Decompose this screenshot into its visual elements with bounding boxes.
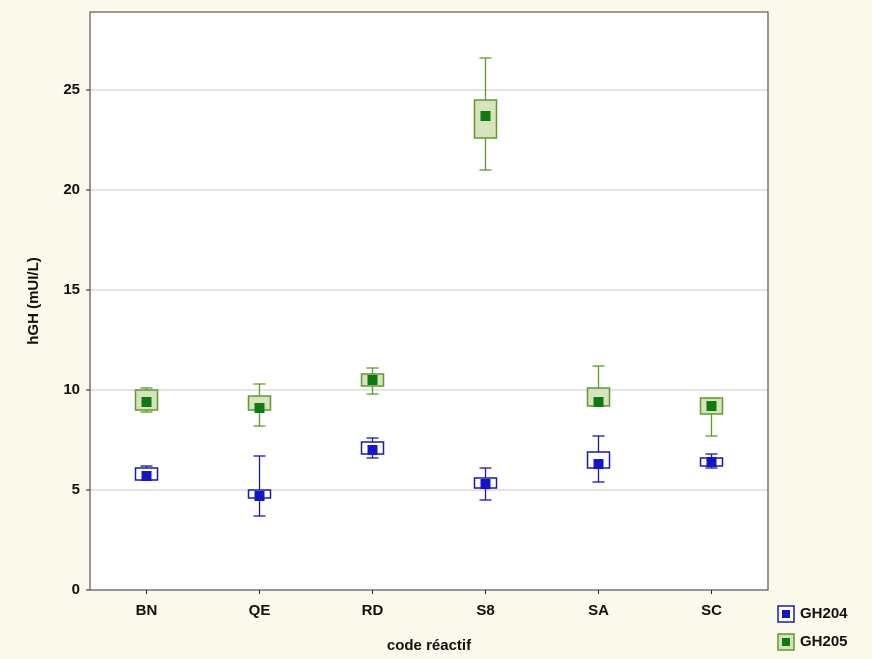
median-point	[706, 457, 717, 467]
median-point	[480, 111, 491, 121]
median-point	[706, 401, 717, 411]
median-point	[593, 397, 604, 407]
legend-label: GH204	[800, 605, 848, 622]
y-tick-label: 15	[63, 281, 80, 298]
y-axis-label: hGH (mUI/L)	[25, 257, 42, 345]
median-point	[141, 397, 152, 407]
x-tick-label: QE	[249, 602, 271, 619]
legend-point	[782, 638, 790, 646]
x-tick-label: SC	[701, 602, 722, 619]
median-point	[254, 403, 265, 413]
median-point	[593, 459, 604, 469]
y-tick-label: 20	[63, 181, 80, 198]
median-point	[367, 445, 378, 455]
legend-label: GH205	[800, 633, 848, 650]
median-point	[480, 479, 491, 489]
y-tick-label: 10	[63, 381, 80, 398]
plot-area	[90, 12, 768, 590]
y-tick-label: 0	[72, 581, 80, 598]
x-axis-label: code réactif	[387, 637, 472, 654]
legend-point	[782, 610, 790, 618]
median-point	[254, 491, 265, 501]
y-tick-label: 25	[63, 81, 80, 98]
y-tick-label: 5	[72, 481, 80, 498]
median-point	[141, 471, 152, 481]
x-tick-label: BN	[136, 602, 158, 619]
x-tick-label: S8	[476, 602, 494, 619]
x-tick-label: RD	[362, 602, 384, 619]
plot-frame	[89, 11, 769, 591]
median-point	[367, 375, 378, 385]
x-tick-label: SA	[588, 602, 609, 619]
